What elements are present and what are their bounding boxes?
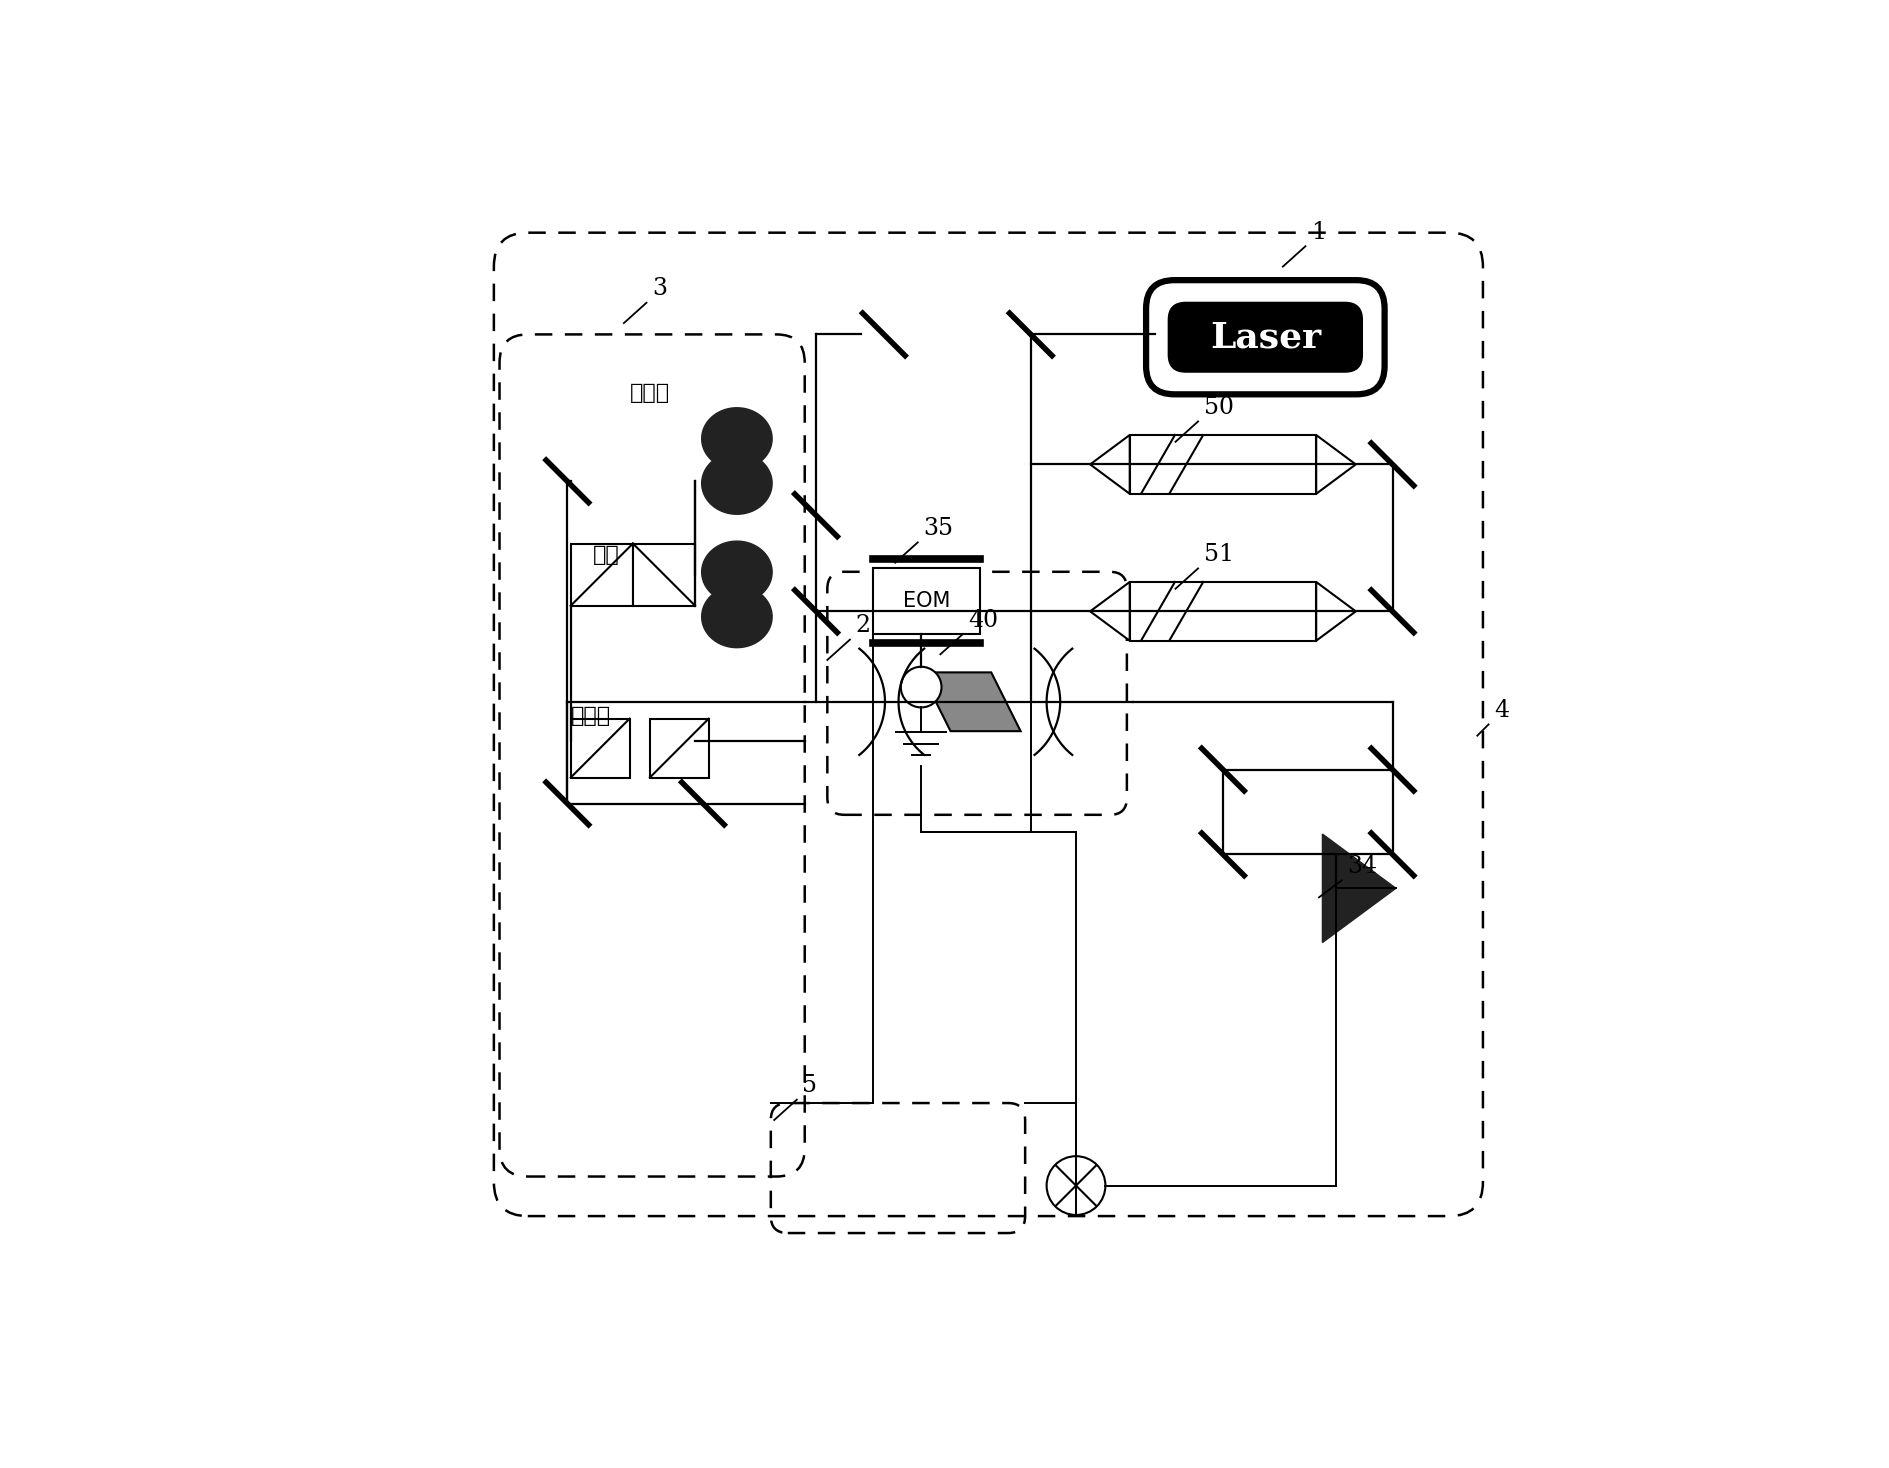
- Text: 3: 3: [652, 277, 667, 301]
- Text: 34: 34: [1347, 856, 1377, 878]
- Bar: [873, 568, 979, 634]
- Text: 探测器: 探测器: [629, 383, 669, 404]
- Text: 5: 5: [803, 1075, 818, 1098]
- Polygon shape: [920, 672, 1020, 731]
- Text: Laser: Laser: [1209, 320, 1320, 354]
- Polygon shape: [1090, 435, 1130, 493]
- Bar: [650, 719, 708, 778]
- Polygon shape: [1315, 435, 1354, 493]
- Polygon shape: [701, 542, 773, 603]
- Bar: [570, 719, 629, 778]
- Text: 35: 35: [924, 517, 952, 540]
- Polygon shape: [1315, 581, 1354, 640]
- Bar: [1130, 581, 1315, 640]
- Text: 棱镜: 棱镜: [593, 545, 620, 565]
- Text: 半波片: 半波片: [570, 706, 610, 727]
- Circle shape: [1047, 1157, 1105, 1216]
- Text: 4: 4: [1494, 699, 1509, 722]
- Polygon shape: [1322, 834, 1396, 942]
- Polygon shape: [701, 452, 773, 514]
- Text: 1: 1: [1311, 222, 1326, 244]
- Bar: [1130, 435, 1315, 493]
- Text: 50: 50: [1203, 396, 1234, 420]
- Polygon shape: [1090, 581, 1130, 640]
- Circle shape: [901, 666, 941, 708]
- Text: 2: 2: [856, 614, 871, 637]
- FancyBboxPatch shape: [1167, 302, 1362, 371]
- Bar: [633, 543, 695, 606]
- Text: 40: 40: [969, 609, 997, 631]
- Text: EOM: EOM: [903, 592, 950, 611]
- Bar: [570, 543, 633, 606]
- FancyBboxPatch shape: [1145, 280, 1385, 395]
- Polygon shape: [701, 586, 773, 647]
- Polygon shape: [701, 408, 773, 470]
- Text: 51: 51: [1203, 543, 1234, 567]
